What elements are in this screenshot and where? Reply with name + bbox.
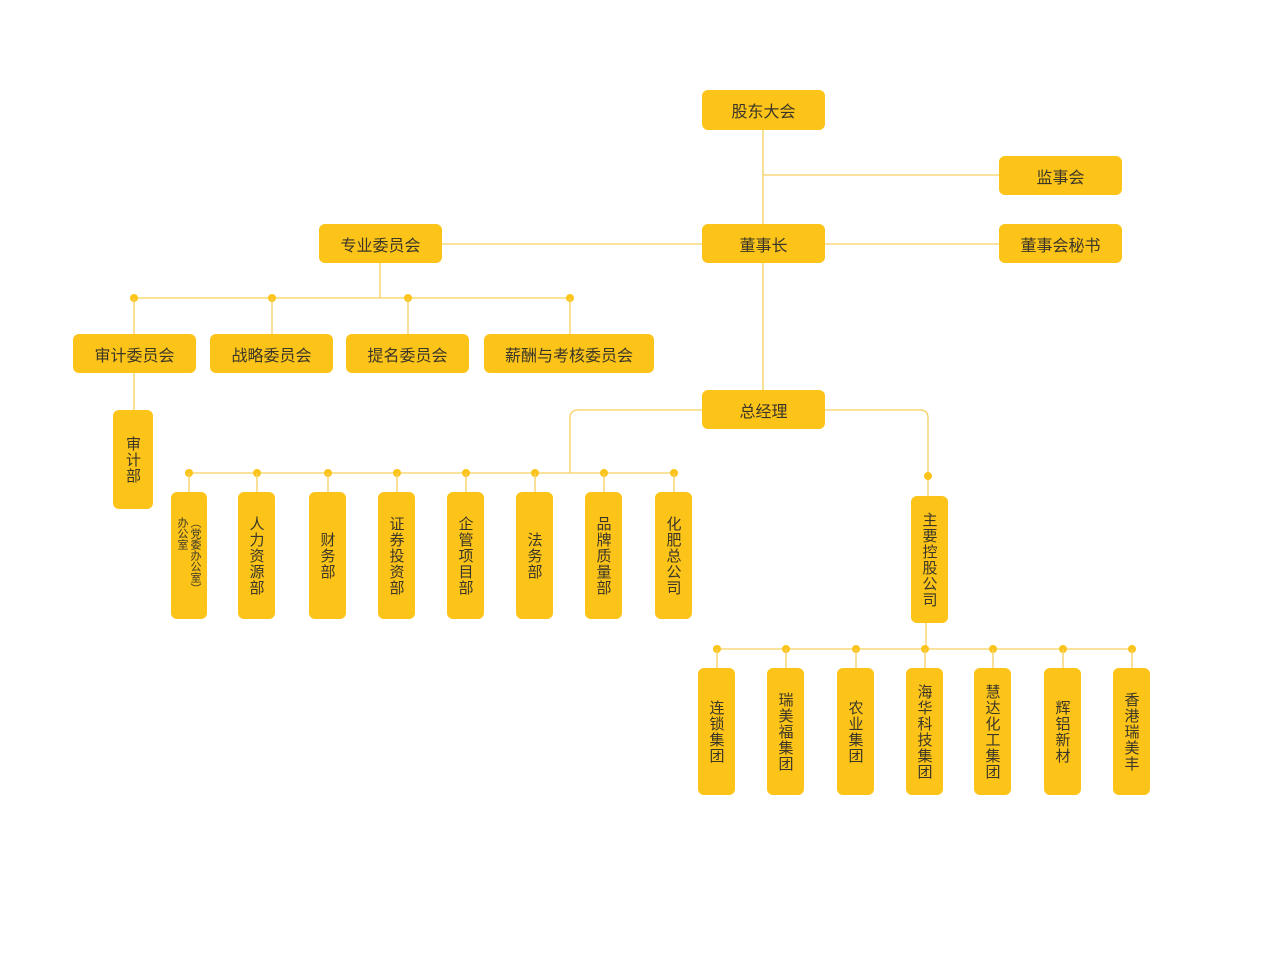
node-shareholders: 股东大会 xyxy=(702,90,825,130)
node-committee: 战略委员会 xyxy=(210,334,333,373)
node-holding: 主要控股公司 xyxy=(911,496,948,623)
node-subsidiary: 农业集团 xyxy=(837,668,874,795)
node-label: 农业集团 xyxy=(846,699,865,764)
node-label: 财务部 xyxy=(318,531,337,580)
node-label: 品牌质量部 xyxy=(594,515,613,596)
node-general-manager: 总经理 xyxy=(702,390,825,429)
node-label: 辉铝新材 xyxy=(1053,699,1072,764)
node-department: 化肥总公司 xyxy=(655,492,692,619)
node-label: 法务部 xyxy=(525,531,544,580)
node-department: 法务部 xyxy=(516,492,553,619)
node-supervisors: 监事会 xyxy=(999,156,1122,195)
node-committee: 薪酬与考核委员会 xyxy=(484,334,654,373)
node-subsidiary: 连锁集团 xyxy=(698,668,735,795)
node-label: 主要控股公司 xyxy=(920,511,939,608)
node-label: 慧达化工集团 xyxy=(983,683,1002,780)
node-chairman: 董事长 xyxy=(702,224,825,263)
connector xyxy=(569,409,929,496)
node-label: 海华科技集团 xyxy=(915,683,934,780)
node-department: （党委办公室） 办公室 xyxy=(171,492,207,619)
node-department: 财务部 xyxy=(309,492,346,619)
node-subsidiary: 瑞美福集团 xyxy=(767,668,804,795)
node-department: 人力资源部 xyxy=(238,492,275,619)
node-label: 审计部 xyxy=(124,435,142,484)
node-department: 品牌质量部 xyxy=(585,492,622,619)
node-board-secretary: 董事会秘书 xyxy=(999,224,1122,263)
node-subsidiary: 慧达化工集团 xyxy=(974,668,1011,795)
node-audit-dept: 审计部 xyxy=(113,410,153,509)
node-label: 化肥总公司 xyxy=(664,515,683,596)
node-label: 企管项目部 xyxy=(456,515,475,596)
node-committee: 提名委员会 xyxy=(346,334,469,373)
office-sub-label: （党委办公室） xyxy=(189,517,202,594)
node-label: 证券投资部 xyxy=(387,515,406,596)
node-label: 香港瑞美丰 xyxy=(1122,691,1141,772)
node-label: 人力资源部 xyxy=(247,515,266,596)
office-main-label: 办公室 xyxy=(176,517,189,550)
node-label: 瑞美福集团 xyxy=(776,691,795,772)
node-subsidiary: 香港瑞美丰 xyxy=(1113,668,1150,795)
node-subsidiary: 辉铝新材 xyxy=(1044,668,1081,795)
node-department: 证券投资部 xyxy=(378,492,415,619)
node-committees: 专业委员会 xyxy=(319,224,442,263)
junction-dot xyxy=(924,472,932,480)
node-committee: 审计委员会 xyxy=(73,334,196,373)
node-department: 企管项目部 xyxy=(447,492,484,619)
node-subsidiary: 海华科技集团 xyxy=(906,668,943,795)
node-label: 连锁集团 xyxy=(707,699,726,764)
